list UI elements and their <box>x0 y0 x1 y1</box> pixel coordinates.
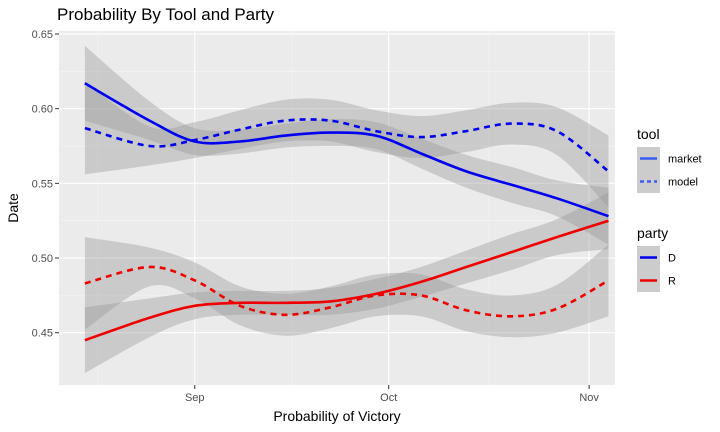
y-axis-title: Date <box>5 193 21 223</box>
y-tick-label: 0.55 <box>32 178 53 190</box>
y-tick-label: 0.60 <box>32 104 53 116</box>
x-tick-label: Oct <box>380 392 397 404</box>
series-line-D-market <box>84 82 609 218</box>
legend-title: party <box>637 225 668 241</box>
legend-title: tool <box>637 126 660 142</box>
y-axis: 0.45 0.50 0.55 0.60 0.65 <box>32 29 59 340</box>
legend-label: model <box>668 177 698 189</box>
legend-label: market <box>668 154 702 166</box>
y-tick-label: 0.65 <box>32 29 53 41</box>
x-axis-title: Probability of Victory <box>273 408 400 424</box>
series-line-R-model <box>84 265 610 318</box>
plot-panel <box>59 31 615 385</box>
chart-title: Probability By Tool and Party <box>57 5 275 24</box>
legend-label: D <box>668 253 676 265</box>
x-axis: Sep Oct Nov <box>185 385 599 404</box>
confidence-band-D-model <box>84 81 609 208</box>
y-tick-label: 0.50 <box>32 253 53 265</box>
confidence-band-D-market <box>84 45 609 245</box>
x-tick-label: Nov <box>579 392 599 404</box>
series-line-R-market <box>84 219 609 342</box>
series-line-D-model <box>84 118 610 173</box>
y-tick-label: 0.45 <box>32 328 53 340</box>
x-tick-label: Sep <box>185 392 205 404</box>
legend-label: R <box>668 276 676 288</box>
series-lines <box>84 82 610 342</box>
